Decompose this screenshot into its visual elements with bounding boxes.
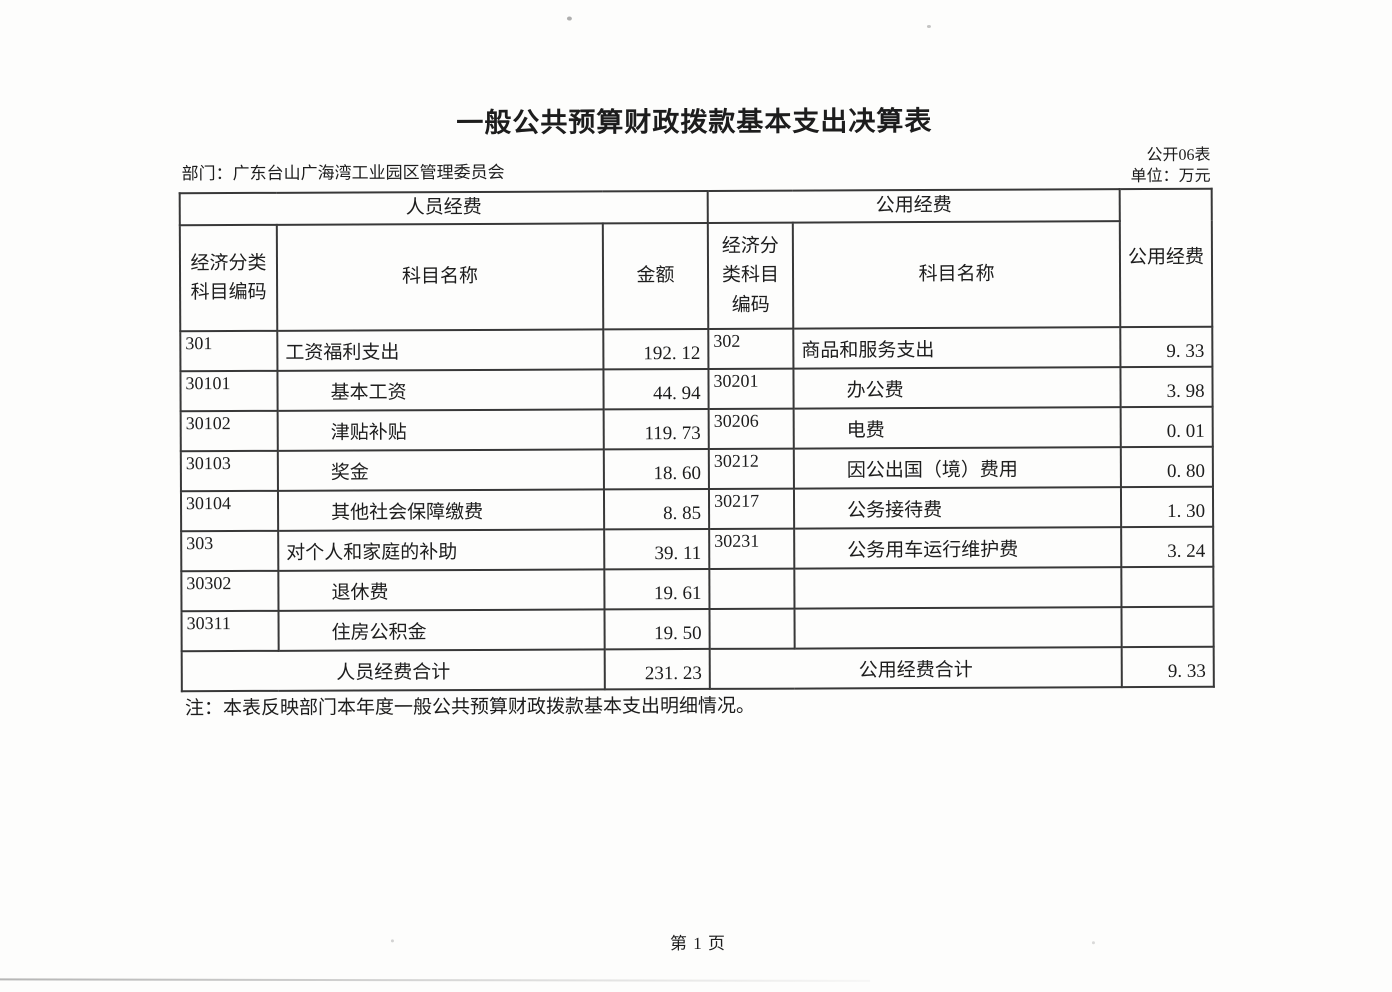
meta-right: 公开06表 单位：万元 (1130, 145, 1211, 187)
public-code-cell: 302 (708, 328, 794, 369)
col-header-personnel-subject: 科目名称 (276, 223, 604, 331)
public-amount-cell (1121, 606, 1214, 648)
public-amount-cell: 0. 80 (1120, 446, 1213, 488)
personnel-code-cell: 30302 (181, 570, 279, 612)
col-header-personnel-amount: 金额 (602, 222, 709, 330)
public-code-cell: 30231 (709, 528, 795, 569)
public-subject-cell: 公务接待费 (793, 487, 1122, 529)
personnel-total-amount: 231. 23 (604, 648, 710, 690)
personnel-subject-cell: 津贴补贴 (277, 409, 604, 451)
personnel-subject-cell: 基本工资 (277, 369, 604, 411)
personnel-subject-cell: 奖金 (277, 449, 604, 491)
public-code-cell: 30212 (708, 448, 794, 489)
public-code-cell: 30206 (708, 408, 794, 449)
col-header-public-amount: 公用经费 (1119, 188, 1213, 328)
personnel-amount-cell: 44. 94 (603, 368, 709, 410)
table-row: 301 工资福利支出 192. 12 302 商品和服务支出 9. 33 (180, 326, 1213, 372)
group-header-public: 公用经费 (707, 189, 1120, 223)
personnel-code-cell: 301 (180, 330, 278, 372)
scan-edge-artifact (0, 978, 871, 982)
column-header-row: 经济分类 科目编码 科目名称 金额 经济分 类科目 编码 科目名称 (179, 221, 1212, 332)
table-row: 30302 退休费 19. 61 (181, 566, 1214, 612)
personnel-total-label: 人员经费合计 (181, 649, 605, 692)
public-amount-cell: 3. 24 (1121, 526, 1214, 568)
public-subject-cell: 办公费 (793, 367, 1121, 409)
personnel-subject-cell: 住房公积金 (278, 609, 605, 651)
personnel-subject-cell: 其他社会保障缴费 (277, 489, 605, 531)
department-label: 部门：广东台山广海湾工业园区管理委员会 (181, 162, 505, 184)
personnel-amount-cell: 192. 12 (603, 328, 709, 370)
budget-table: 人员经费 公用经费 公用经费 经济分类 科目编码 科目名称 金额 经济分 类科目… (179, 188, 1215, 693)
personnel-amount-cell: 18. 60 (603, 448, 709, 490)
table-code-label: 公开06表 (1146, 146, 1211, 165)
public-subject-cell (794, 607, 1122, 649)
table-body: 301 工资福利支出 192. 12 302 商品和服务支出 9. 33 301… (180, 326, 1214, 652)
group-header-personnel: 人员经费 (179, 190, 708, 226)
public-amount-cell: 3. 98 (1120, 366, 1213, 408)
table-row: 303 对个人和家庭的补助 39. 11 30231 公务用车运行维护费 3. … (181, 526, 1214, 572)
scan-speck (566, 16, 572, 21)
personnel-code-cell: 30104 (180, 490, 279, 532)
public-subject-cell (794, 567, 1122, 609)
personnel-subject-cell: 退休费 (278, 569, 605, 611)
public-code-cell (709, 568, 795, 609)
personnel-code-cell: 303 (181, 530, 279, 572)
table-row: 30104 其他社会保障缴费 8. 85 30217 公务接待费 1. 30 (180, 486, 1214, 532)
table-row: 30101 基本工资 44. 94 30201 办公费 3. 98 (180, 366, 1213, 412)
personnel-code-cell: 30101 (180, 370, 278, 412)
public-total-amount: 9. 33 (1121, 646, 1214, 688)
col-header-public-code: 经济分 类科目 编码 (707, 222, 794, 329)
table-note: 注：本表反映部门本年度一般公共预算财政拨款基本支出明细情况。 (184, 695, 755, 720)
public-code-cell: 30217 (708, 488, 795, 529)
public-amount-cell: 9. 33 (1120, 326, 1213, 368)
page-number: 第 1 页 (669, 933, 726, 954)
public-amount-cell: 1. 30 (1120, 486, 1214, 528)
personnel-subject-cell: 工资福利支出 (277, 329, 604, 371)
public-amount-cell (1121, 566, 1214, 608)
public-subject-cell: 公务用车运行维护费 (794, 527, 1122, 569)
public-code-cell (709, 608, 795, 649)
personnel-amount-cell: 19. 50 (604, 608, 710, 650)
col-header-public-subject: 科目名称 (792, 221, 1121, 329)
personnel-amount-cell: 39. 11 (604, 528, 710, 570)
public-code-cell: 30201 (708, 368, 794, 409)
personnel-code-cell: 30103 (180, 450, 278, 492)
public-amount-cell: 0. 01 (1120, 406, 1213, 448)
table-row: 30102 津贴补贴 119. 73 30206 电费 0. 01 (180, 406, 1213, 452)
totals-row: 人员经费合计 231. 23 公用经费合计 9. 33 (181, 646, 1214, 692)
personnel-amount-cell: 19. 61 (604, 568, 710, 610)
public-total-label: 公用经费合计 (709, 647, 1122, 689)
personnel-subject-cell: 对个人和家庭的补助 (278, 529, 605, 571)
group-header-row: 人员经费 公用经费 公用经费 (179, 188, 1213, 328)
personnel-code-cell: 30311 (181, 610, 279, 652)
table-row: 30311 住房公积金 19. 50 (181, 606, 1214, 652)
scan-speck (926, 24, 931, 28)
personnel-amount-cell: 8. 85 (603, 488, 710, 530)
unit-label: 单位：万元 (1130, 167, 1211, 186)
public-subject-cell: 电费 (793, 407, 1121, 449)
public-subject-cell: 商品和服务支出 (793, 327, 1121, 369)
page-title: 一般公共预算财政拨款基本支出决算表 (456, 105, 933, 139)
personnel-code-cell: 30102 (180, 410, 278, 452)
table-row: 30103 奖金 18. 60 30212 因公出国（境）费用 0. 80 (180, 446, 1213, 492)
personnel-amount-cell: 119. 73 (603, 408, 709, 450)
col-header-personnel-code: 经济分类 科目编码 (179, 224, 278, 332)
public-subject-cell: 因公出国（境）费用 (793, 447, 1121, 489)
